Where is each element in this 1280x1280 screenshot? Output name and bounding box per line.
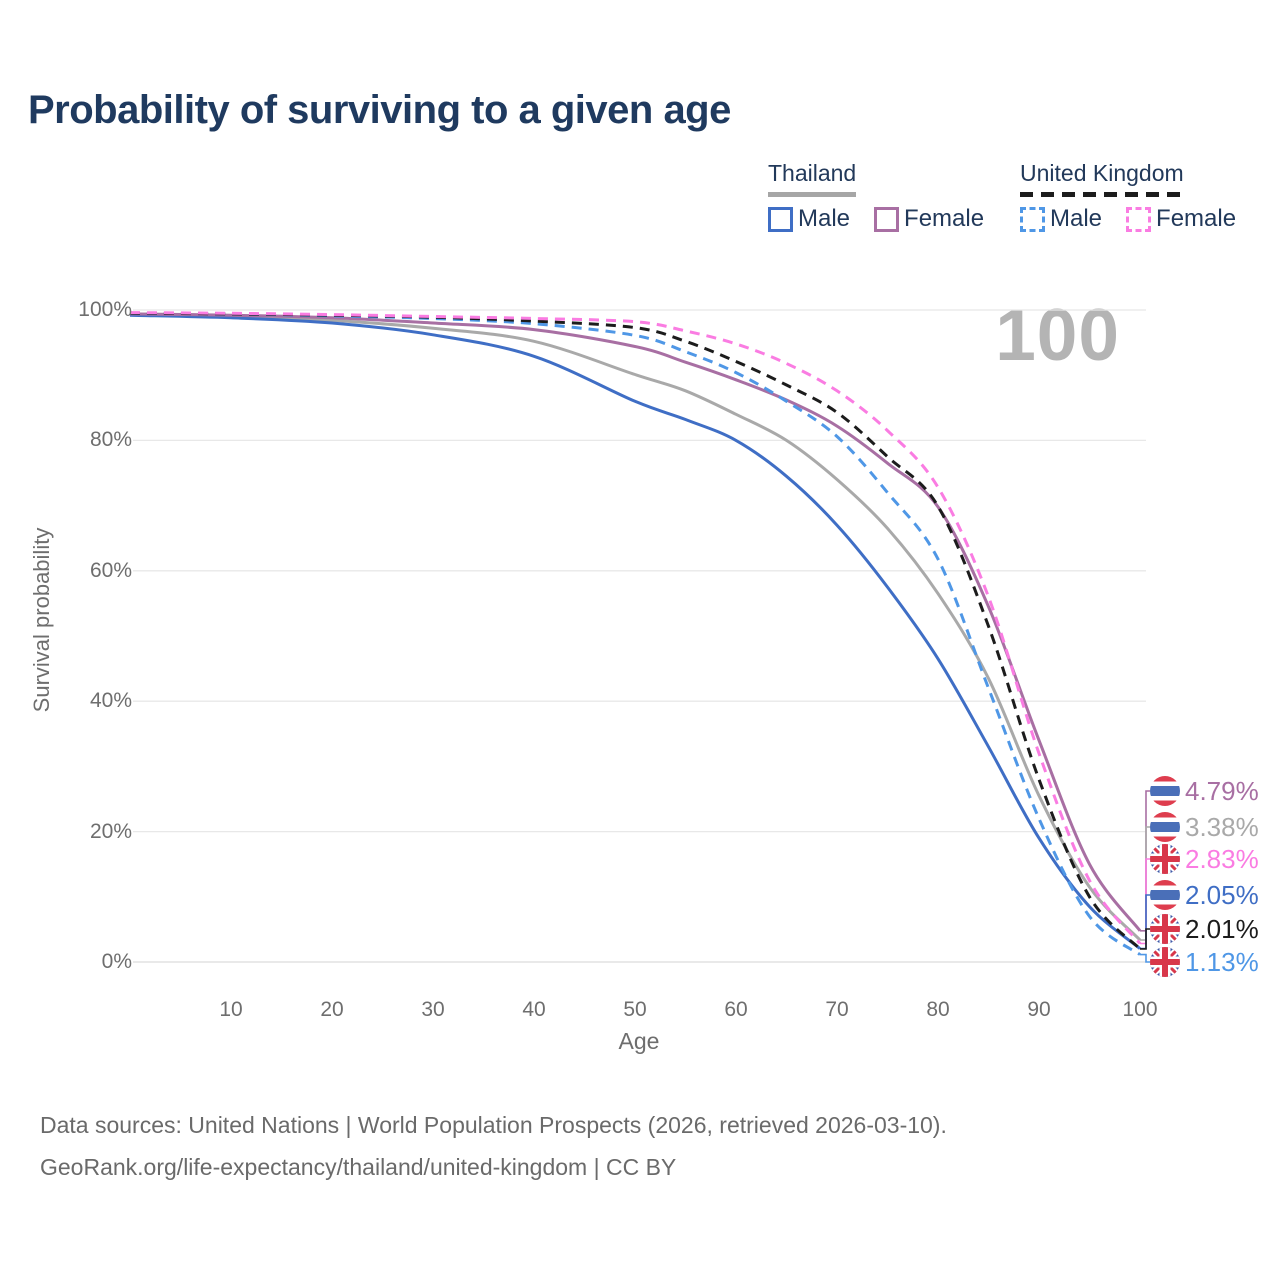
legend-country-thailand: Thailand <box>768 160 857 197</box>
legend-item-label: Male <box>1050 205 1103 232</box>
curve-uk-male[interactable] <box>129 311 1141 956</box>
x-axis-tick-label-70: 70 <box>825 998 849 1021</box>
end-label-th-male: 2.05% <box>1150 878 1259 912</box>
end-label-value: 2.05% <box>1185 879 1259 910</box>
legend-item-label: Female <box>1156 205 1237 232</box>
end-label-leader-lines <box>1140 790 1151 963</box>
x-axis-tick-label-60: 60 <box>724 998 748 1021</box>
legend-item-thailand-male[interactable]: Male <box>768 205 850 233</box>
gridlines <box>133 309 1146 963</box>
y-axis-tick-label-60: 60% <box>89 558 132 582</box>
attribution-line: GeoRank.org/life-expectancy/thailand/uni… <box>40 1154 677 1180</box>
uk-flag-icon <box>1150 914 1180 944</box>
y-axis-tick-label-100: 100% <box>78 298 132 321</box>
solid-line-swatch-icon <box>768 206 793 232</box>
uk-flag-icon <box>1150 947 1180 977</box>
end-label-th-all: 3.38% <box>1150 810 1259 844</box>
footer: Data sources: United Nations | World Pop… <box>40 1104 947 1188</box>
x-axis-title: Age <box>618 1028 660 1054</box>
x-axis-tick-label-40: 40 <box>522 998 546 1021</box>
x-axis-tick-label-20: 20 <box>320 998 344 1021</box>
curve-th-all[interactable] <box>129 313 1142 942</box>
end-label-uk-all: 2.01% <box>1150 912 1259 946</box>
y-axis-tick-label-80: 80% <box>89 428 132 452</box>
x-axis-tick-label-80: 80 <box>926 998 950 1021</box>
legend-item-label: Female <box>904 205 985 232</box>
end-label-value: 1.13% <box>1185 946 1259 977</box>
page-title: Probability of surviving to a given age <box>28 88 731 132</box>
end-label-th-female: 4.79% <box>1150 774 1259 808</box>
x-axis-tick-label-100: 100 <box>1122 998 1158 1021</box>
x-axis-tick-label-90: 90 <box>1027 998 1051 1021</box>
solid-line-swatch-icon <box>874 206 900 232</box>
legend-items-united-kingdom: Male Female <box>1020 205 1236 233</box>
dashed-line-swatch-icon <box>1126 206 1152 232</box>
legend-item-united-kingdom-male[interactable]: Male <box>1020 205 1102 233</box>
leader-line-uk-all <box>1140 928 1151 950</box>
legend-group-united-kingdom: United Kingdom Male Female <box>1020 160 1236 233</box>
end-label-value: 3.38% <box>1185 811 1259 842</box>
curve-th-female[interactable] <box>129 312 1142 932</box>
curve-uk-all[interactable] <box>129 311 1142 950</box>
y-axis-tick-label-40: 40% <box>89 689 132 713</box>
dashed-line-swatch-icon <box>1020 206 1045 232</box>
end-label-value: 2.83% <box>1185 843 1259 874</box>
uk-flag-icon <box>1150 844 1180 874</box>
y-axis-tick-label-0: 0% <box>101 950 132 973</box>
thailand-flag-icon <box>1150 776 1180 806</box>
curve-th-male[interactable] <box>129 313 1141 950</box>
x-axis-tick-label-10: 10 <box>219 998 243 1021</box>
y-axis-tick-label-20: 20% <box>89 819 132 843</box>
legend-item-united-kingdom-female[interactable]: Female <box>1126 205 1236 233</box>
thailand-flag-icon <box>1150 812 1180 842</box>
leader-line-uk-male <box>1140 953 1151 963</box>
x-axis-tick-label-50: 50 <box>623 998 647 1021</box>
legend-items-thailand: Male Female <box>768 205 984 233</box>
legend-group-thailand: Thailand Male Female <box>768 160 984 233</box>
end-label-value: 2.01% <box>1185 913 1259 944</box>
data-sources-line: Data sources: United Nations | World Pop… <box>40 1112 947 1138</box>
end-label-uk-female: 2.83% <box>1150 842 1259 876</box>
x-axis-tick-label-30: 30 <box>421 998 445 1021</box>
legend-item-label: Male <box>798 205 851 232</box>
series-curves <box>129 311 1142 956</box>
end-label-value: 4.79% <box>1185 775 1259 806</box>
hovered-age-watermark: 100 <box>995 295 1120 376</box>
legend-country-united-kingdom: United Kingdom <box>1020 160 1184 197</box>
end-label-uk-male: 1.13% <box>1150 945 1259 979</box>
curve-uk-female[interactable] <box>129 311 1142 945</box>
legend-item-thailand-female[interactable]: Female <box>874 205 984 233</box>
thailand-flag-icon <box>1150 880 1180 910</box>
